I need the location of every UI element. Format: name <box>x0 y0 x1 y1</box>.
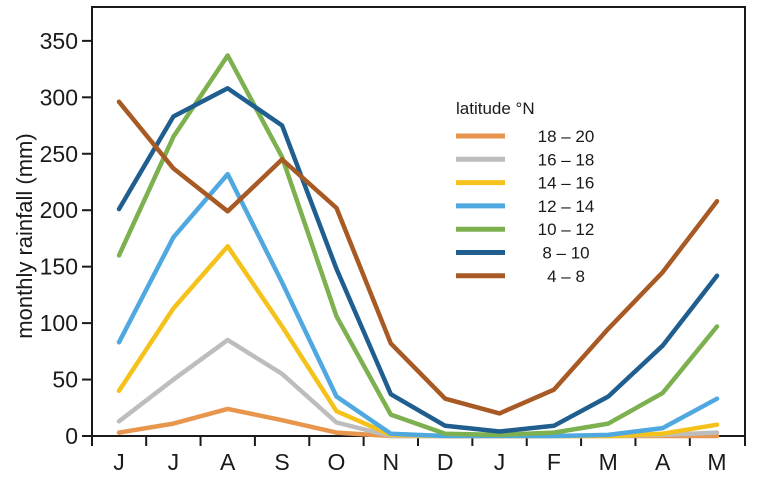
legend-label: 12 – 14 <box>538 197 595 216</box>
x-tick-label: D <box>437 449 454 475</box>
legend-label: 10 – 12 <box>538 220 595 239</box>
x-tick-label: S <box>274 449 289 475</box>
x-tick-label: N <box>383 449 400 475</box>
y-tick-label: 50 <box>52 367 78 393</box>
y-axis-title: monthly rainfall (mm) <box>12 133 37 338</box>
x-tick-label: F <box>547 449 561 475</box>
x-tick-label: J <box>494 449 506 475</box>
legend-label: 18 – 20 <box>538 127 595 146</box>
legend-title: latitude °N <box>456 99 535 118</box>
y-axis: 0 50 100 150 200 250 300 350 <box>40 28 92 449</box>
x-tick-label: M <box>599 449 618 475</box>
series-line <box>116 171 720 439</box>
x-tick-label: J <box>113 449 125 475</box>
x-tick-label: A <box>220 449 236 475</box>
y-tick-label: 100 <box>40 310 78 336</box>
y-tick-label: 0 <box>65 423 78 449</box>
legend: latitude °N 18 – 20 16 – 18 14 – 16 12 – 14… <box>456 99 594 286</box>
series-lines <box>116 53 720 439</box>
x-tick-label: O <box>328 449 346 475</box>
y-tick-label: 300 <box>40 84 78 110</box>
legend-label: 8 – 10 <box>542 244 589 263</box>
y-tick-label: 200 <box>40 197 78 223</box>
series-line <box>116 86 720 434</box>
series-line <box>116 99 720 416</box>
legend-label: 16 – 18 <box>538 150 595 169</box>
series-line <box>116 53 720 438</box>
series-line <box>116 337 720 439</box>
legend-label: 4 – 8 <box>547 267 585 286</box>
y-tick-label: 250 <box>40 141 78 167</box>
y-tick-label: 350 <box>40 28 78 54</box>
x-tick-label: J <box>168 449 180 475</box>
x-tick-label: A <box>655 449 671 475</box>
y-tick-label: 150 <box>40 254 78 280</box>
x-tick-label: M <box>707 449 726 475</box>
legend-label: 14 – 16 <box>538 174 595 193</box>
